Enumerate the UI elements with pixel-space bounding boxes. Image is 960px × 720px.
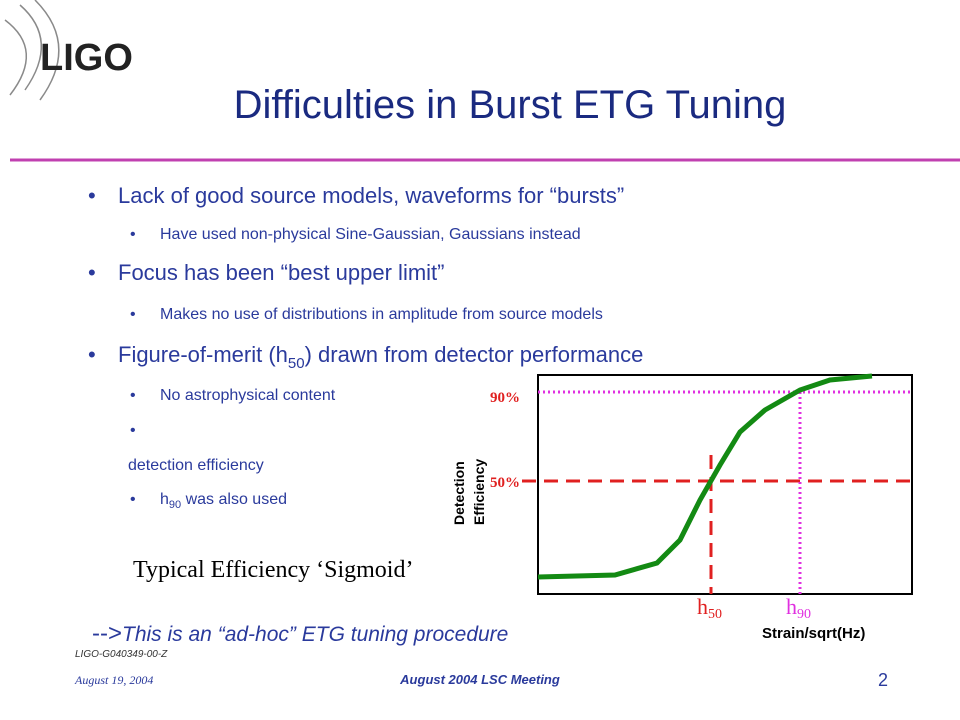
x-label: Strain/sqrt(Hz)	[762, 625, 865, 642]
bullet-dot: •	[130, 387, 136, 404]
arrow: -->	[92, 620, 122, 647]
plot-frame	[537, 374, 913, 595]
label-50: 50%	[490, 475, 520, 491]
text: h	[786, 594, 797, 619]
note-text: This is an “ad-hoc” ETG tuning procedure	[122, 623, 508, 646]
sigmoid-figure: 90% 50% Detection Efficiency h50 h90 Str…	[133, 373, 913, 642]
bullet-text: Lack of good source models, waveforms fo…	[118, 183, 624, 208]
bullet-dot: •	[88, 260, 96, 285]
bullets: • Lack of good source models, waveforms …	[88, 183, 643, 511]
caption: Typical Efficiency ‘Sigmoid’	[133, 557, 413, 583]
page-number: 2	[878, 670, 888, 690]
note: -->This is an “ad-hoc” ETG tuning proced…	[92, 620, 508, 647]
footer-meeting: August 2004 LSC Meeting	[399, 672, 560, 687]
bullet-dot: •	[130, 422, 136, 439]
subscript: 50	[708, 607, 722, 622]
h90-label: h90	[786, 594, 811, 622]
subscript: 90	[169, 499, 181, 511]
sub-bullet-text: h90 was also used	[160, 491, 287, 511]
bullet-dot: •	[130, 306, 136, 323]
subscript: 50	[288, 355, 305, 372]
sub-bullet-text: Have used non-physical Sine-Gaussian, Ga…	[160, 226, 581, 243]
label-90: 90%	[490, 390, 520, 406]
sub-bullet-text: No astrophysical content	[160, 387, 336, 404]
doc-id: LIGO-G040349-00-Z	[75, 649, 168, 660]
text: h	[697, 594, 708, 619]
text: was also used	[181, 491, 287, 508]
bullet-text: Focus has been “best upper limit”	[118, 260, 445, 285]
text: h	[160, 491, 169, 508]
text: ) drawn from detector performance	[305, 342, 644, 367]
bullet-dot: •	[88, 342, 96, 367]
logo-text: LIGO	[40, 37, 133, 79]
bullet-dot: •	[130, 226, 136, 243]
y-label-line: Efficiency	[471, 459, 487, 525]
h50-label: h50	[697, 594, 722, 622]
sub-bullet-text: Makes no use of distributions in amplitu…	[160, 306, 603, 323]
title: Difficulties in Burst ETG Tuning	[234, 83, 787, 127]
bullet-text: Figure-of-merit (h50) drawn from detecto…	[118, 342, 643, 372]
subscript: 90	[797, 607, 811, 622]
y-label-line: Detection	[451, 461, 467, 525]
bullet-dot: •	[88, 183, 96, 208]
fragment-text: detection efficiency	[128, 457, 264, 474]
text: Figure-of-merit (h	[118, 342, 288, 367]
y-label: Detection Efficiency	[451, 459, 487, 525]
bullet-dot: •	[130, 491, 136, 508]
sigmoid-curve	[537, 373, 873, 580]
footer-date: August 19, 2004	[74, 673, 153, 687]
logo	[4, 0, 60, 101]
